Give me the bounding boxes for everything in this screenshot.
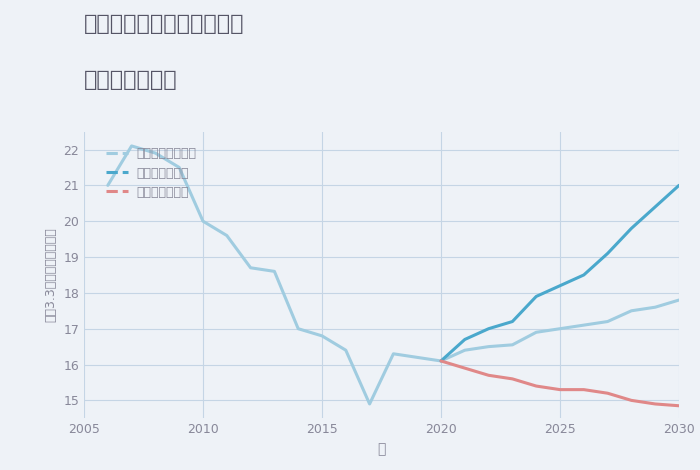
Line: グッドシナリオ: グッドシナリオ: [441, 185, 679, 361]
ノーマルシナリオ: [675, 297, 683, 303]
ノーマルシナリオ: [246, 265, 255, 271]
ノーマルシナリオ: [365, 401, 374, 407]
バッドシナリオ: [675, 403, 683, 408]
Line: ノーマルシナリオ: ノーマルシナリオ: [108, 146, 679, 404]
ノーマルシナリオ: [318, 333, 326, 339]
グッドシナリオ: [627, 226, 636, 231]
ノーマルシナリオ: [104, 182, 112, 188]
グッドシナリオ: [532, 294, 540, 299]
ノーマルシナリオ: [532, 329, 540, 335]
ノーマルシナリオ: [413, 354, 421, 360]
グッドシナリオ: [437, 358, 445, 364]
ノーマルシナリオ: [342, 347, 350, 353]
グッドシナリオ: [556, 283, 564, 289]
バッドシナリオ: [556, 387, 564, 392]
ノーマルシナリオ: [461, 347, 469, 353]
Line: バッドシナリオ: バッドシナリオ: [441, 361, 679, 406]
ノーマルシナリオ: [603, 319, 612, 324]
ノーマルシナリオ: [508, 342, 517, 348]
グッドシナリオ: [651, 204, 659, 210]
グッドシナリオ: [580, 272, 588, 278]
バッドシナリオ: [461, 365, 469, 371]
ノーマルシナリオ: [389, 351, 398, 357]
ノーマルシナリオ: [437, 358, 445, 364]
ノーマルシナリオ: [556, 326, 564, 331]
ノーマルシナリオ: [127, 143, 136, 149]
バッドシナリオ: [437, 358, 445, 364]
グッドシナリオ: [461, 337, 469, 342]
X-axis label: 年: 年: [377, 442, 386, 456]
Text: 土地の価格推移: 土地の価格推移: [84, 70, 178, 91]
バッドシナリオ: [508, 376, 517, 382]
ノーマルシナリオ: [651, 305, 659, 310]
Legend: ノーマルシナリオ, グッドシナリオ, バッドシナリオ: ノーマルシナリオ, グッドシナリオ, バッドシナリオ: [102, 143, 199, 203]
ノーマルシナリオ: [270, 268, 279, 274]
Y-axis label: 坪（3.3㎡）単価（万円）: 坪（3.3㎡）単価（万円）: [45, 227, 57, 322]
ノーマルシナリオ: [151, 150, 160, 156]
バッドシナリオ: [580, 387, 588, 392]
バッドシナリオ: [627, 398, 636, 403]
グッドシナリオ: [603, 251, 612, 256]
ノーマルシナリオ: [580, 322, 588, 328]
ノーマルシナリオ: [199, 219, 207, 224]
グッドシナリオ: [675, 182, 683, 188]
ノーマルシナリオ: [223, 233, 231, 238]
バッドシナリオ: [651, 401, 659, 407]
ノーマルシナリオ: [175, 164, 183, 170]
バッドシナリオ: [532, 383, 540, 389]
ノーマルシナリオ: [294, 326, 302, 331]
Text: 兵庫県豊岡市出石町中村の: 兵庫県豊岡市出石町中村の: [84, 14, 244, 34]
バッドシナリオ: [484, 372, 493, 378]
ノーマルシナリオ: [627, 308, 636, 313]
ノーマルシナリオ: [484, 344, 493, 349]
バッドシナリオ: [603, 391, 612, 396]
グッドシナリオ: [508, 319, 517, 324]
グッドシナリオ: [484, 326, 493, 331]
